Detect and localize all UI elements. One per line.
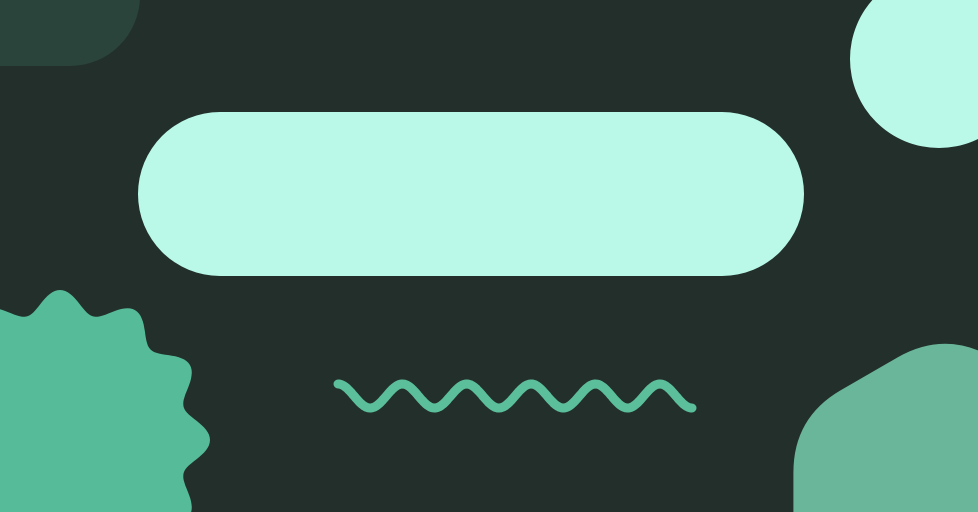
scallop-blob-shape — [0, 290, 210, 512]
rounded-hexagon-shape — [793, 343, 978, 512]
squiggle-shape — [333, 379, 697, 413]
pill-shape — [138, 112, 804, 276]
